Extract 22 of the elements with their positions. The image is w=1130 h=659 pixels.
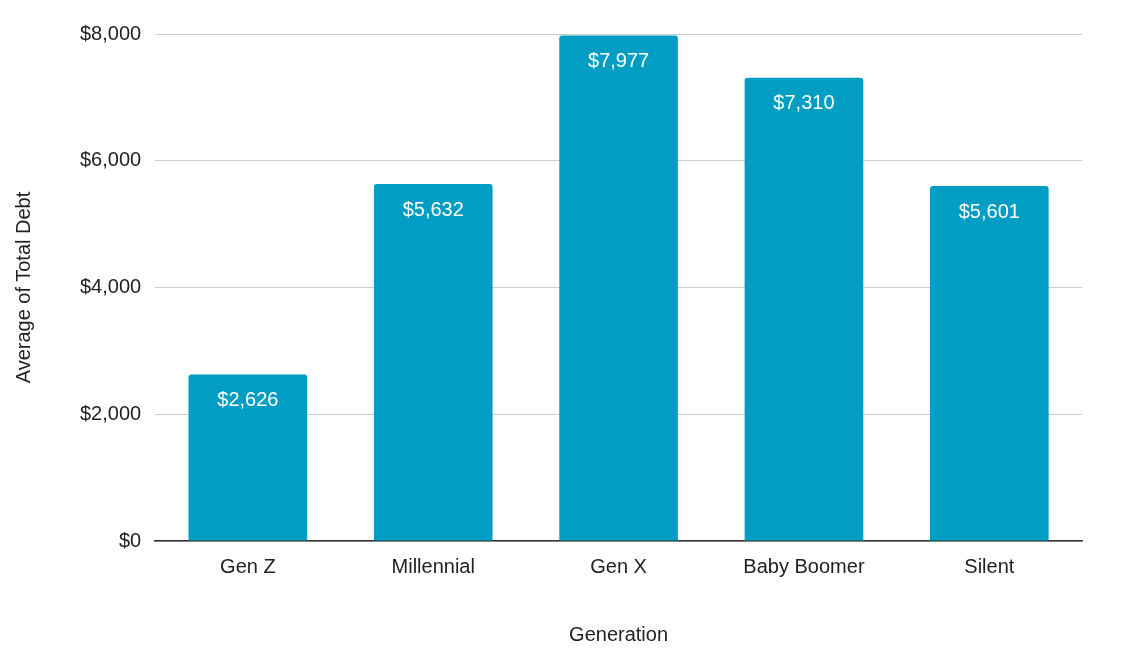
bar: [930, 186, 1049, 541]
x-axis-title: Generation: [569, 622, 669, 645]
x-tick-label: Silent: [964, 554, 1015, 577]
x-tick-label: Baby Boomer: [743, 554, 865, 577]
y-tick-label: $0: [118, 528, 142, 551]
y-tick-label: $2,000: [80, 401, 142, 424]
data-label: $7,977: [588, 48, 650, 71]
x-tick-label: Millennial: [391, 554, 475, 577]
y-tick-label: $8,000: [80, 21, 142, 44]
x-tick-label: Gen X: [590, 554, 647, 577]
data-label: $5,601: [958, 199, 1020, 222]
y-axis-title: Average of Total Debt: [11, 191, 34, 384]
bar: [559, 35, 678, 541]
bar: [373, 184, 493, 541]
data-label: $2,626: [217, 388, 279, 411]
y-tick-label: $4,000: [80, 275, 142, 298]
bar: [188, 374, 308, 541]
y-tick-label: $6,000: [80, 148, 142, 171]
bar: [744, 77, 864, 541]
data-label: $5,632: [402, 197, 464, 220]
x-tick-label: Gen Z: [220, 554, 276, 577]
data-label: $7,310: [773, 91, 835, 114]
